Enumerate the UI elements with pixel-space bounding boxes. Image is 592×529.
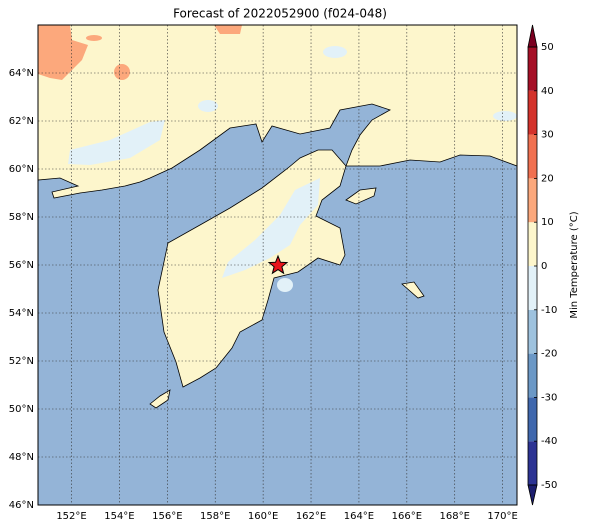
lon-label: 162°E xyxy=(296,511,326,522)
warm-region xyxy=(214,25,242,34)
lat-label: 50°N xyxy=(9,404,34,415)
map-frame xyxy=(37,24,518,506)
lat-label: 52°N xyxy=(9,356,34,367)
map-title: Forecast of 2022052900 (f024-048) xyxy=(173,7,387,21)
lon-label: 168°E xyxy=(440,511,470,522)
cool-region xyxy=(493,111,517,121)
warm-region xyxy=(114,64,130,80)
cool-region xyxy=(198,100,218,112)
colorbar-tick-label: -30 xyxy=(541,392,557,403)
warm-region xyxy=(86,35,102,41)
colorbar-segment xyxy=(528,309,537,354)
lat-label: 58°N xyxy=(9,212,34,223)
colorbar-tick-label: -40 xyxy=(541,436,557,447)
lon-label: 154°E xyxy=(104,511,134,522)
colorbar-tick-label: -20 xyxy=(541,349,557,360)
colorbar-segment xyxy=(528,441,537,485)
colorbar-tick-label: 0 xyxy=(541,261,547,272)
lat-label: 60°N xyxy=(9,164,34,175)
colorbar-segment xyxy=(528,90,537,135)
lat-label: 62°N xyxy=(9,116,34,127)
lon-label: 170°E xyxy=(487,511,517,522)
cool-region xyxy=(323,46,347,58)
colorbar-tick-label: -50 xyxy=(541,480,557,491)
colorbar-segment xyxy=(528,134,537,179)
lon-label: 156°E xyxy=(152,511,182,522)
colorbar-tick-label: 10 xyxy=(541,217,554,228)
cool-region xyxy=(222,178,320,278)
cool-region xyxy=(68,120,165,165)
colorbar-label: Min Temperature (°C) xyxy=(569,211,580,318)
warm-region xyxy=(38,25,88,80)
colorbar-segment xyxy=(528,222,537,266)
mainland xyxy=(37,24,518,199)
lon-label: 164°E xyxy=(344,511,374,522)
lon-label: 160°E xyxy=(248,511,278,522)
colorbar-tick-label: 30 xyxy=(541,130,554,141)
cool-region xyxy=(277,278,293,292)
lat-label: 54°N xyxy=(9,308,34,319)
graticule xyxy=(38,25,517,505)
lat-label: 64°N xyxy=(9,68,34,79)
lon-label: 152°E xyxy=(56,511,86,522)
lon-label: 166°E xyxy=(392,511,422,522)
colorbar-extend-over xyxy=(527,24,538,48)
island xyxy=(401,281,425,299)
location-marker xyxy=(267,254,289,275)
colorbar-segment xyxy=(528,47,537,91)
colorbar-segment xyxy=(528,266,537,310)
colorbar-segment xyxy=(528,397,537,442)
lon-label: 158°E xyxy=(200,511,230,522)
lat-label: 46°N xyxy=(9,500,34,511)
island xyxy=(149,389,171,409)
colorbar-extend-under xyxy=(527,484,538,506)
colorbar-segment xyxy=(528,353,537,398)
lat-label: 48°N xyxy=(9,452,34,463)
colorbar-segment xyxy=(528,178,537,223)
colorbar-tick-label: 20 xyxy=(541,173,554,184)
colorbar-tick-label: 40 xyxy=(541,86,554,97)
colorbar-tick-label: 50 xyxy=(541,42,554,53)
lat-label: 56°N xyxy=(9,260,34,271)
colorbar-tick-label: -10 xyxy=(541,305,557,316)
colorbar: -50 -40 -30 -20 -10 0 10 20 30 40 50 xyxy=(527,24,557,506)
island xyxy=(345,187,377,205)
